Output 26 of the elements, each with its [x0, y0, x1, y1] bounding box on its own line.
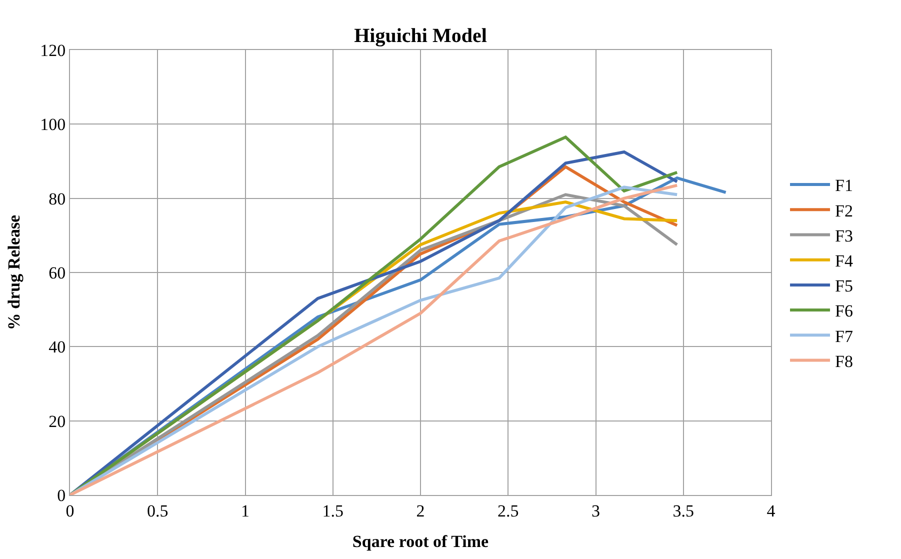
- x-tick-label: 2.5: [498, 501, 519, 520]
- y-axis-title: % drug Release: [4, 214, 24, 330]
- y-tick-label: 40: [48, 338, 66, 357]
- y-tick-label: 80: [48, 189, 66, 208]
- x-tick-label: 2: [416, 501, 425, 520]
- legend-label: F2: [835, 201, 853, 220]
- y-tick-label: 120: [40, 40, 66, 60]
- legend-label: F4: [835, 251, 854, 270]
- legend-label: F7: [835, 326, 854, 346]
- x-tick-label: 3: [592, 501, 600, 520]
- legend-label: F8: [835, 352, 853, 371]
- legend-label: F6: [835, 302, 853, 321]
- x-tick-label: 4: [766, 501, 776, 520]
- x-tick-label: 1: [241, 501, 250, 520]
- x-tick-label: 0.5: [147, 501, 168, 520]
- legend-label: F1: [835, 176, 853, 196]
- y-tick-label: 100: [40, 115, 66, 134]
- y-tick-label: 60: [48, 263, 66, 282]
- chart-title: Higuichi Model: [354, 24, 488, 47]
- y-tick-label: 20: [48, 412, 66, 431]
- y-tick-label: 0: [57, 486, 66, 505]
- x-tick-label: 1.5: [322, 501, 344, 520]
- legend-label: F5: [835, 276, 853, 296]
- x-axis-title: Sqare root of Time: [352, 532, 490, 551]
- legend-label: F3: [835, 226, 853, 246]
- x-tick-label: 3.5: [672, 501, 694, 520]
